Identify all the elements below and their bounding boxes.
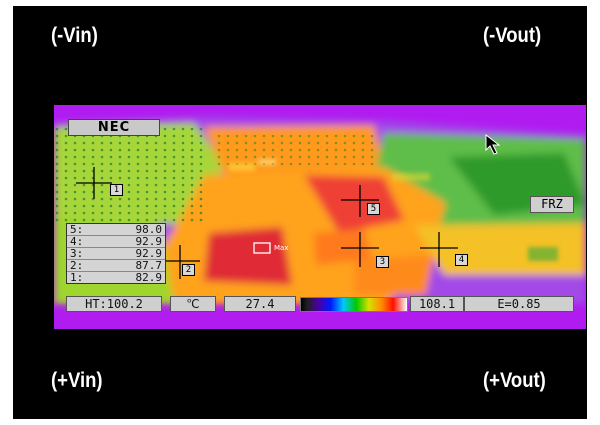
label-pos-vout: (+Vout) xyxy=(483,369,546,392)
scale-min: 27.4 xyxy=(224,296,296,312)
point-value: 87.7 xyxy=(135,259,163,272)
image-frame: (-Vin) (-Vout) (+Vin) (+Vout) xyxy=(13,6,587,419)
marker-3: 3 xyxy=(376,256,389,268)
label-pos-vin: (+Vin) xyxy=(51,369,103,392)
point-row: 4: 92.9 xyxy=(67,236,165,248)
point-row: 1: 82.9 xyxy=(67,272,165,283)
crosshairs xyxy=(76,167,458,279)
marker-2: 2 xyxy=(182,264,195,276)
point-label: 2: xyxy=(70,259,84,272)
point-label: 4: xyxy=(70,235,84,248)
point-label: 3: xyxy=(70,247,84,260)
point-row: 5: 98.0 xyxy=(67,224,165,236)
point-value: 92.9 xyxy=(135,235,163,248)
point-value: 82.9 xyxy=(135,271,163,284)
ht-readout: HT:100.2 xyxy=(66,296,162,312)
freeze-indicator: FRZ xyxy=(530,196,574,213)
thermal-image: 1 2 3 4 5 Max NEC FRZ 5: 98.0 4: 92.9 3: 92… xyxy=(54,105,586,329)
marker-1: 1 xyxy=(110,184,123,196)
point-value: 98.0 xyxy=(135,223,163,236)
point-value: 92.9 xyxy=(135,247,163,260)
emissivity-readout: E=0.85 xyxy=(464,296,574,312)
marker-4: 4 xyxy=(455,254,468,266)
label-neg-vin: (-Vin) xyxy=(51,24,98,47)
unit-indicator: ℃ xyxy=(170,296,216,312)
status-bar: HT:100.2 ℃ 27.4 108.1 E=0.85 xyxy=(66,296,576,312)
point-readings-table: 5: 98.0 4: 92.9 3: 92.9 2: 87.7 1: 82.9 xyxy=(66,223,166,284)
brand-logo: NEC xyxy=(68,119,160,136)
scale-max: 108.1 xyxy=(410,296,464,312)
cursor-icon xyxy=(485,133,501,155)
point-row: 2: 87.7 xyxy=(67,260,165,272)
point-row: 3: 92.9 xyxy=(67,248,165,260)
point-label: 1: xyxy=(70,271,84,284)
point-label: 5: xyxy=(70,223,84,236)
color-scale-bar xyxy=(300,297,408,312)
marker-5: 5 xyxy=(367,203,380,215)
max-label: Max xyxy=(274,244,289,252)
label-neg-vout: (-Vout) xyxy=(483,24,542,47)
